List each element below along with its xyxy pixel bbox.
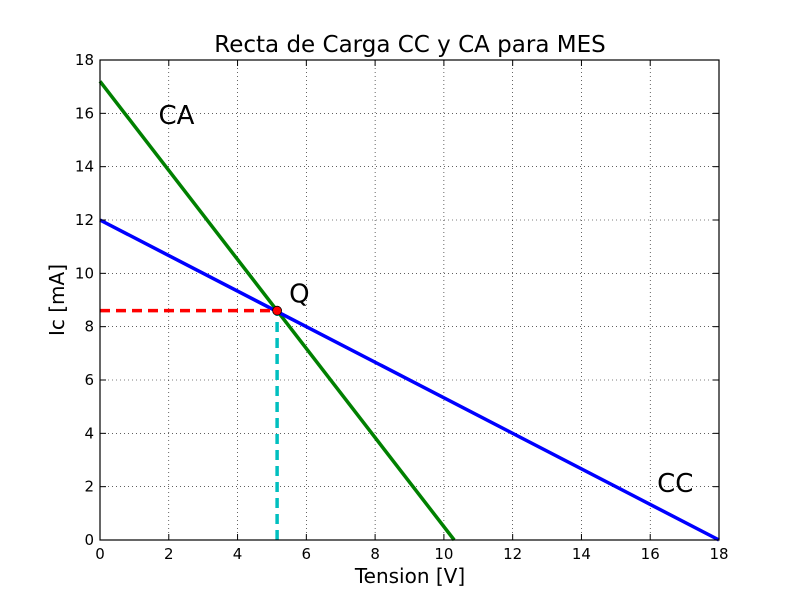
y-tick-label-3: 6 — [84, 371, 94, 389]
annotation-q: Q — [289, 280, 309, 310]
y-tick-label-4: 8 — [84, 318, 94, 336]
y-tick-label-5: 10 — [75, 264, 94, 282]
grid — [100, 60, 719, 540]
x-axis-label: Tension [V] — [354, 564, 465, 588]
x-tick-label-1: 2 — [164, 545, 174, 563]
annotation-ca: CA — [158, 101, 194, 131]
y-axis-label: Ic [mA] — [45, 264, 69, 336]
x-tick-label-8: 16 — [641, 545, 660, 563]
ticks: 0 2 4 6 8 10 12 14 16 18 0 2 4 6 8 10 12 14 16 18 — [75, 51, 729, 563]
y-tick-label-9: 18 — [75, 51, 94, 69]
annotation-cc: CC — [657, 469, 693, 499]
chart-title: Recta de Carga CC y CA para MES — [214, 32, 605, 58]
x-tick-label-6: 12 — [503, 545, 522, 563]
x-tick-label-7: 14 — [572, 545, 591, 563]
y-tick-label-2: 4 — [84, 424, 94, 442]
x-tick-label-0: 0 — [95, 545, 105, 563]
series-layer — [98, 80, 720, 542]
q-point-marker — [272, 305, 283, 316]
x-tick-label-2: 4 — [233, 545, 243, 563]
y-tick-label-0: 0 — [84, 531, 94, 549]
annotations: CA Q CC — [158, 101, 693, 499]
y-tick-label-8: 16 — [75, 104, 94, 122]
y-tick-label-6: 12 — [75, 211, 94, 229]
x-tick-label-9: 18 — [709, 545, 728, 563]
y-tick-label-1: 2 — [84, 478, 94, 496]
x-tick-label-5: 10 — [434, 545, 453, 563]
series-line-1 — [99, 218, 720, 542]
plot-frame — [99, 59, 720, 541]
x-tick-label-4: 8 — [370, 545, 380, 563]
axes — [99, 59, 720, 541]
x-tick-label-3: 6 — [302, 545, 312, 563]
y-tick-label-7: 14 — [75, 158, 94, 176]
